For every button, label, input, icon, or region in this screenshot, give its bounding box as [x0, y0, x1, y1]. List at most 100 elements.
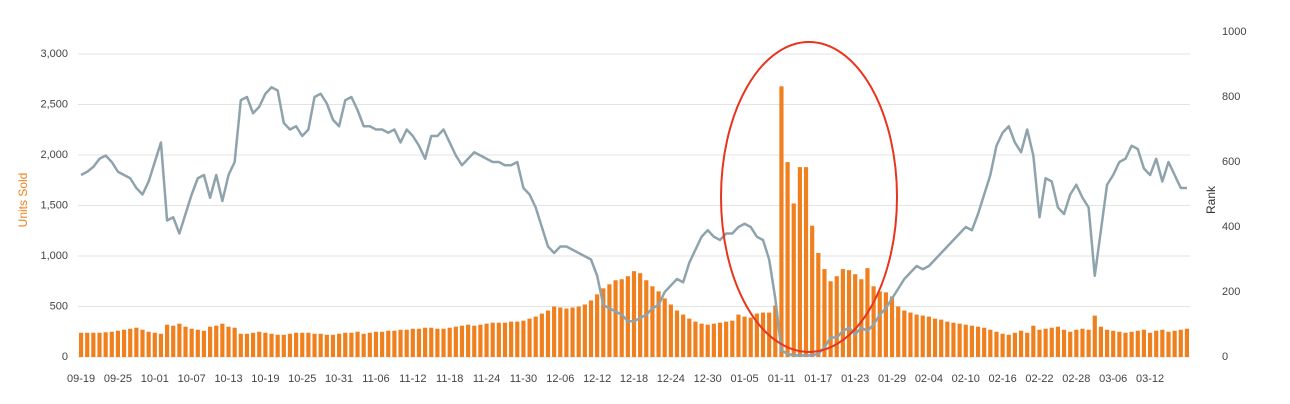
bar: [570, 307, 575, 357]
x-tick-label: 03-12: [1136, 373, 1164, 385]
bar: [171, 325, 176, 357]
bar: [693, 321, 698, 357]
bar: [625, 276, 630, 357]
bar: [152, 332, 157, 357]
bar: [889, 296, 895, 357]
x-tick-label: 01-05: [731, 373, 759, 385]
bar: [840, 269, 845, 357]
bar: [115, 330, 121, 357]
bar: [343, 332, 348, 357]
bar: [982, 327, 987, 357]
bar: [140, 329, 145, 357]
x-tick-label: 10-25: [288, 373, 316, 385]
bar: [361, 333, 366, 357]
x-tick-label: 10-01: [141, 373, 169, 385]
bar: [582, 304, 587, 357]
y-tick-label: 2,500: [40, 98, 68, 110]
x-tick-label: 11-30: [510, 373, 537, 385]
bar: [337, 333, 342, 357]
bar: [214, 325, 219, 357]
bar: [1018, 330, 1024, 357]
rank-line: [80, 86, 1187, 357]
bar: [705, 324, 710, 357]
bar: [576, 306, 581, 357]
bar: [748, 317, 753, 357]
bar: [797, 167, 802, 357]
bar: [287, 333, 293, 357]
y2-tick-label: 600: [1222, 156, 1240, 168]
bar: [552, 306, 557, 357]
bar: [232, 327, 237, 357]
bar: [509, 321, 514, 357]
bar: [263, 332, 268, 357]
bar: [994, 331, 999, 357]
bar: [312, 333, 317, 357]
bar: [975, 326, 981, 357]
x-tick-label: 12-24: [657, 373, 685, 385]
bar: [226, 326, 231, 357]
bar: [91, 332, 96, 357]
bar: [644, 280, 649, 357]
y-tick-label: 1,500: [40, 199, 68, 211]
x-tick-label: 10-31: [325, 373, 353, 385]
bar: [595, 294, 600, 357]
bar: [398, 329, 403, 357]
bar: [490, 322, 495, 357]
bar: [828, 281, 833, 357]
bar: [484, 323, 489, 357]
bar: [207, 326, 213, 357]
bar: [785, 162, 790, 357]
bar: [1074, 329, 1079, 357]
y2-tick-label: 800: [1222, 91, 1240, 103]
bar: [367, 332, 372, 357]
bar: [330, 334, 336, 357]
bar: [527, 318, 532, 357]
bar: [281, 334, 286, 357]
bar: [1000, 333, 1005, 357]
bar: [441, 328, 446, 357]
bar: [939, 319, 944, 357]
bar: [85, 332, 90, 357]
bar: [300, 332, 305, 357]
y2-tick-label: 200: [1222, 286, 1240, 298]
bar: [951, 322, 956, 357]
bar: [502, 322, 508, 357]
bar: [257, 331, 262, 357]
bar: [183, 326, 188, 357]
bar: [957, 323, 962, 357]
bar: [588, 300, 594, 357]
x-tick-label: 12-06: [546, 373, 574, 385]
y2-tick-label: 0: [1222, 351, 1228, 363]
x-tick-label: 11-18: [436, 373, 463, 385]
bar: [1160, 329, 1165, 357]
bar: [699, 323, 704, 357]
bar: [349, 332, 354, 357]
x-tick-label: 02-22: [1025, 373, 1053, 385]
x-tick-label: 01-23: [841, 373, 869, 385]
bar: [189, 328, 194, 357]
bar: [1031, 325, 1036, 357]
x-tick-label: 10-19: [251, 373, 279, 385]
bar: [1172, 330, 1177, 357]
y-tick-label: 500: [50, 300, 68, 312]
bar: [877, 291, 882, 357]
bar: [416, 328, 422, 357]
bar: [392, 330, 397, 357]
bar: [687, 318, 692, 357]
y2-tick-label: 1000: [1222, 26, 1246, 38]
bar: [859, 279, 864, 357]
bar: [146, 331, 151, 357]
bar: [515, 321, 520, 357]
bar: [846, 270, 852, 357]
x-tick-label: 12-18: [620, 373, 648, 385]
bar: [318, 333, 323, 357]
bar: [564, 308, 569, 357]
y2-tick-label: 400: [1222, 221, 1240, 233]
bar: [607, 284, 612, 357]
bar: [896, 306, 901, 357]
bar: [717, 322, 723, 357]
bar: [656, 291, 661, 357]
bar: [920, 315, 925, 357]
bar: [902, 310, 907, 357]
